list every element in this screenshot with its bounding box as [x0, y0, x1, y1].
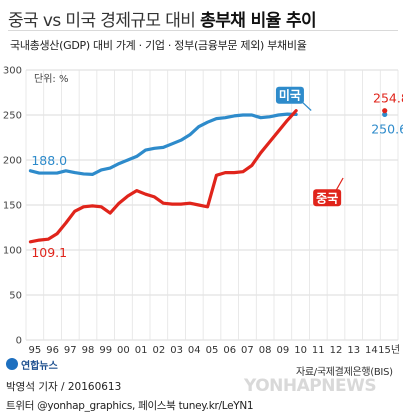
x-tick-label: 03 [170, 345, 183, 356]
x-tick-label: 96 [46, 345, 59, 356]
x-tick-label: 95 [28, 345, 41, 356]
china-tag-pointer [335, 177, 344, 191]
series-end-point [382, 111, 388, 118]
yonhap-logo-text: 연합뉴스 [21, 360, 58, 372]
title-divider [8, 30, 398, 31]
x-tick-label: 97 [64, 345, 77, 356]
x-tick-label: 11 [312, 345, 325, 356]
x-tick-label: 08 [259, 345, 272, 356]
x-tick-label: 02 [152, 345, 165, 356]
yonhap-logo: 연합뉴스 [6, 357, 58, 372]
x-tick-label: 06 [223, 345, 236, 356]
us-end-label: 250.6 [371, 121, 403, 136]
watermark: YONHAPNEWS [244, 376, 377, 396]
us-legend-tag-label: 미국 [279, 88, 301, 103]
x-tick-label: 04 [188, 345, 201, 356]
series-line-us [28, 112, 298, 176]
x-tick-label: 07 [241, 345, 254, 356]
x-tick-label: 99 [99, 345, 112, 356]
x-tick-label: 15년 [378, 344, 400, 356]
us-start-label: 188.0 [31, 153, 67, 168]
social-links: 트위터 @yonhap_graphics, 페이스북 tuney.kr/LeYN… [6, 400, 254, 412]
x-tick-label: 09 [276, 345, 289, 356]
chart-title: 중국 vs 미국 경제규모 대비 총부채 비율 추이 [8, 6, 400, 31]
x-tick-label: 10 [294, 345, 307, 356]
x-tick-label: 98 [82, 345, 95, 356]
chart-title-bold: 총부채 비율 추이 [200, 11, 317, 31]
china-start-label: 109.1 [31, 245, 67, 260]
y-tick-label: 100 [3, 246, 22, 257]
chart-subtitle: 국내총생산(GDP) 대비 가계 · 기업 · 정부(금융부문 제외) 부채비율 [10, 39, 307, 52]
y-tick-label: 200 [3, 156, 22, 167]
x-tick-label: 13 [347, 345, 360, 356]
us-tag-pointer [300, 100, 312, 111]
y-tick-label: 0 [16, 336, 22, 347]
y-tick-label: 250 [3, 111, 22, 122]
data-source: 자료/국제결제은행(BIS) [296, 367, 393, 378]
us-legend-tag-box [275, 86, 304, 104]
china-legend-tag-label: 중국 [316, 191, 338, 205]
y-tick-label: 150 [3, 201, 22, 212]
series-line-china [28, 109, 298, 244]
china-legend-tag-box [313, 189, 342, 207]
series-end-point [382, 108, 388, 114]
x-tick-label: 12 [330, 345, 343, 356]
x-tick-label: 14 [365, 345, 378, 356]
yonhap-logo-icon [6, 358, 18, 370]
unit-label: 단위: % [34, 72, 68, 85]
y-tick-label: 300 [3, 66, 22, 77]
y-tick-label: 50 [9, 291, 22, 302]
x-tick-label: 01 [135, 345, 148, 356]
chart-title-light: 중국 vs 미국 경제규모 대비 [8, 11, 196, 31]
x-tick-label: 00 [117, 345, 130, 356]
reporter-credit: 박영석 기자 / 20160613 [6, 381, 122, 393]
china-end-label: 254.8 [373, 91, 403, 106]
line-chart: 0 50 100 150 200 250 300 95 96 97 98 99 00 01 02 03 04 05… [3, 66, 403, 357]
x-tick-label: 05 [206, 345, 219, 356]
